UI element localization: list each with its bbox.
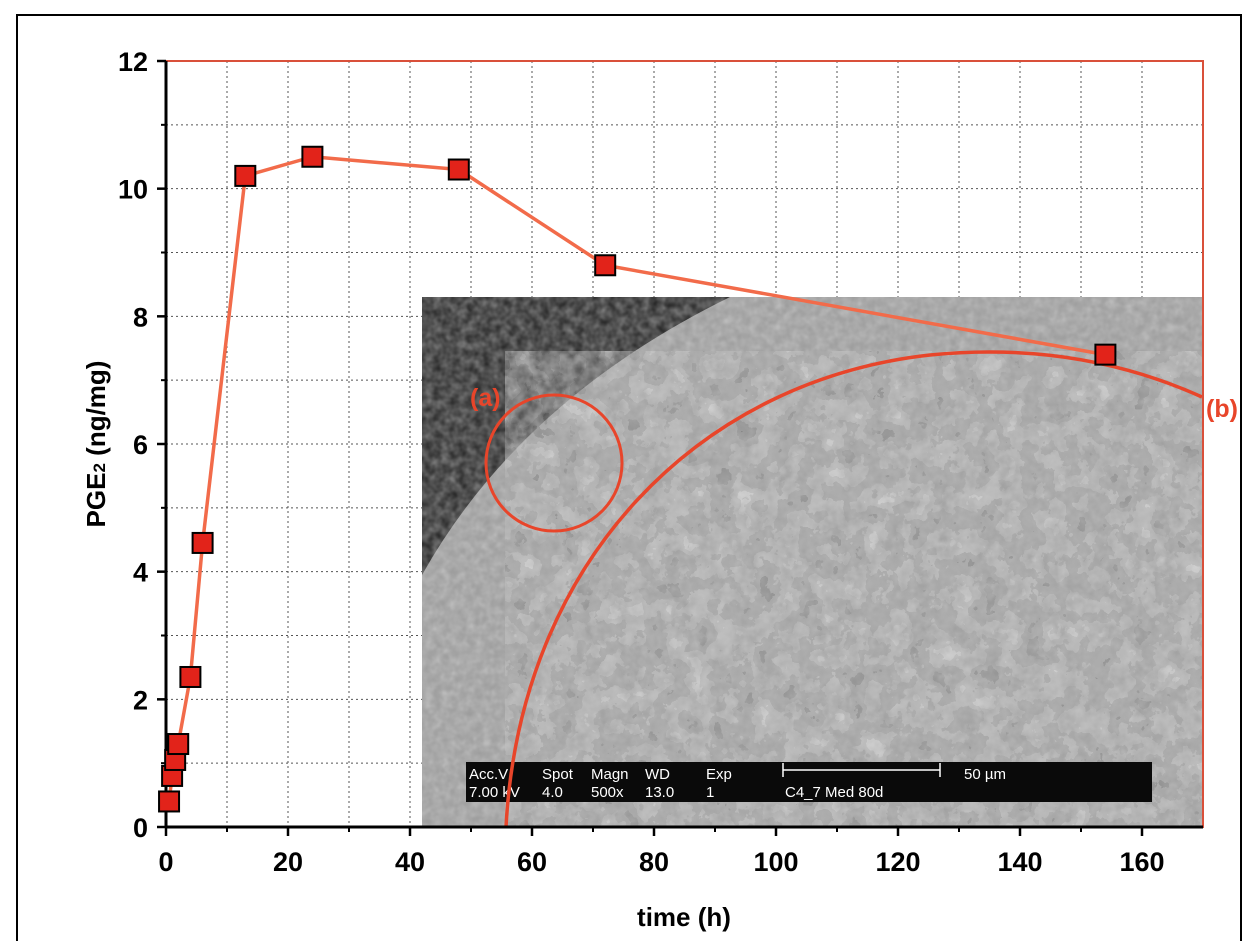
x-axis-title: time (h) <box>637 902 731 932</box>
y-tick-label: 10 <box>118 175 148 205</box>
x-tick-label: 40 <box>395 847 425 877</box>
data-point <box>594 254 617 277</box>
y-axis-title: PGE2 (ng/mg) <box>81 361 111 528</box>
annotation-label-a: (a) <box>470 384 501 412</box>
sem-value-label: 7.00 kV <box>469 784 520 801</box>
y-tick-label: 4 <box>133 558 148 588</box>
sem-inset <box>422 297 1202 827</box>
x-tick-label: 120 <box>875 847 920 877</box>
y-tick-label: 0 <box>133 813 148 843</box>
data-point <box>1094 343 1117 366</box>
x-tick-label: 140 <box>997 847 1042 877</box>
sem-porous-core <box>505 351 1202 827</box>
sem-header-label: WD <box>645 766 670 783</box>
y-tick-label: 2 <box>133 685 148 715</box>
data-point <box>158 790 181 813</box>
annotation-circle-a <box>484 393 624 533</box>
x-tick-label: 20 <box>273 847 303 877</box>
y-axis-title-unit: (ng/mg) <box>81 361 111 464</box>
y-tick-label: 6 <box>133 430 148 460</box>
sem-sample-label: C4_7 Med 80d <box>785 784 883 801</box>
x-tick-label: 160 <box>1119 847 1164 877</box>
sem-header-label: Acc.V <box>469 766 508 783</box>
data-point <box>301 145 324 168</box>
annotation-arc-b <box>504 350 1203 827</box>
x-tick-label: 0 <box>158 847 173 877</box>
y-tick-label: 12 <box>118 47 148 77</box>
sem-header-label: Spot <box>542 766 574 783</box>
data-markers <box>158 145 1117 813</box>
y-axis-title-subscript: 2 <box>90 463 109 472</box>
data-point <box>167 733 190 756</box>
annotation-shapes <box>484 350 1203 827</box>
x-tick-label: 60 <box>517 847 547 877</box>
sem-scale-bar-label: 50 µm <box>964 766 1006 783</box>
data-point <box>179 665 202 688</box>
axis-ticks: 0 20 40 60 80 100 120 140 160 0 2 4 6 8 10 12 <box>118 47 1165 877</box>
sem-value-label: 13.0 <box>645 784 674 801</box>
annotation-label-b: (b) <box>1206 395 1238 423</box>
sem-info-bar <box>466 762 1152 802</box>
sem-value-label: 500x <box>591 784 624 801</box>
x-tick-label: 80 <box>639 847 669 877</box>
data-point <box>447 158 470 181</box>
sem-value-label: 4.0 <box>542 784 563 801</box>
sem-header-label: Magn <box>591 766 629 783</box>
data-point <box>191 531 214 554</box>
sem-value-label: 1 <box>706 784 714 801</box>
data-point <box>234 164 257 187</box>
y-axis-title-main: PGE <box>81 473 111 528</box>
y-tick-label: 8 <box>133 302 148 332</box>
sem-header-label: Exp <box>706 766 732 783</box>
x-tick-label: 100 <box>753 847 798 877</box>
figure-frame <box>16 14 1242 941</box>
